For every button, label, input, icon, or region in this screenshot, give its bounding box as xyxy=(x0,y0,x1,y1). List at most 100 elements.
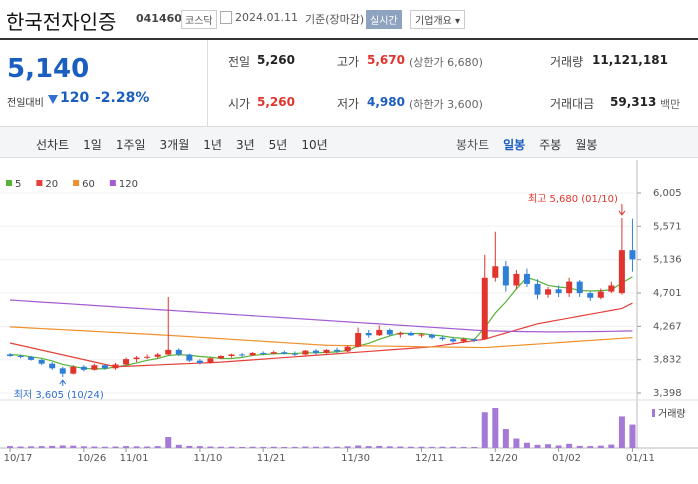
candle-body xyxy=(154,354,161,357)
tab[interactable]: 주봉 xyxy=(539,138,562,152)
candle-body xyxy=(186,354,193,361)
candle-body xyxy=(144,356,151,358)
volume-bar xyxy=(439,446,446,448)
tab[interactable]: 일봉 xyxy=(503,138,526,152)
info-value: 5,260 xyxy=(257,53,295,67)
candle-body xyxy=(312,350,319,353)
x-tick-label: 01/02 xyxy=(552,453,581,464)
volume-bar xyxy=(334,446,341,448)
tab-label: 선차트 xyxy=(36,138,70,152)
tab[interactable]: 1일 xyxy=(83,138,102,152)
y-tick-label: 5,571 xyxy=(653,221,682,232)
tab[interactable]: 1년 xyxy=(203,138,222,152)
volume-bar xyxy=(207,446,214,448)
volume-bar xyxy=(545,444,552,448)
volume-bar xyxy=(28,446,35,448)
tab[interactable]: 월봉 xyxy=(575,138,598,152)
candle-body xyxy=(302,350,309,355)
candle-body xyxy=(429,334,435,338)
down-arrow xyxy=(48,95,58,104)
company-button[interactable]: 기업개요 ▾ xyxy=(410,10,466,29)
info-label: 시가 xyxy=(228,97,251,111)
volume-bar xyxy=(91,446,98,448)
candle-body xyxy=(407,333,414,336)
y-tick-label: 3,832 xyxy=(653,355,682,366)
x-tick-label: 11/21 xyxy=(257,453,286,464)
tab[interactable]: 5년 xyxy=(268,138,288,152)
tab[interactable]: 3개월 xyxy=(159,138,190,152)
candle-body xyxy=(618,250,625,294)
volume-bar xyxy=(376,445,383,448)
volume-bar xyxy=(228,446,235,448)
legend-label: 20 xyxy=(45,179,58,190)
volume-bar xyxy=(196,446,203,448)
tab-bar: 선차트 1일 1주일 3개월 1년 3년 5년 10년 봉차트 일봉 주봉 월봉 xyxy=(0,126,698,158)
info-value: 5,670 xyxy=(367,53,405,67)
tab[interactable]: 1주일 xyxy=(115,138,146,152)
candle-tabs: 봉차트 일봉 주봉 월봉 xyxy=(456,134,611,153)
volume-bar xyxy=(312,446,319,448)
info-extra: (상한가 6,680) xyxy=(409,56,483,69)
volume-bar xyxy=(239,446,246,448)
candle-body xyxy=(460,339,467,342)
volume-bar xyxy=(291,446,298,448)
info-label: 거래대금 xyxy=(550,97,595,111)
info-label: 거래량 xyxy=(550,55,584,69)
volume-bar xyxy=(481,412,488,448)
x-tick-label: 10/17 xyxy=(4,453,33,464)
x-tick-label: 11/30 xyxy=(341,453,370,464)
tab[interactable]: 10년 xyxy=(301,138,328,152)
date: 2024.01.11 xyxy=(235,11,298,24)
divider xyxy=(207,40,208,126)
volume-bar xyxy=(344,446,351,448)
candle-body xyxy=(38,359,45,364)
legend-label: 거래량 xyxy=(658,408,686,420)
candle-body xyxy=(260,352,267,354)
candle-body xyxy=(471,339,478,341)
volume-bar xyxy=(629,424,636,448)
ma-line xyxy=(9,302,633,368)
volume-bar xyxy=(555,445,562,448)
legend-swatch xyxy=(36,180,43,186)
volume-bar xyxy=(49,445,56,448)
candle-body xyxy=(365,333,372,336)
candle-body xyxy=(28,356,35,360)
volume-bar xyxy=(218,446,224,448)
volume-bar xyxy=(407,446,414,448)
volume-bar xyxy=(112,446,119,448)
basis: 기준(장마감) xyxy=(305,13,365,26)
volume-bar xyxy=(492,408,499,448)
tab[interactable]: 3년 xyxy=(235,138,255,152)
line-tabs: 선차트 1일 1주일 3개월 1년 3년 5년 10년 xyxy=(36,134,342,153)
volume-bar xyxy=(534,444,541,448)
candle-body xyxy=(49,363,56,369)
candle-body xyxy=(513,273,520,286)
candle-body xyxy=(566,281,573,294)
volume-bar xyxy=(123,446,130,448)
ma-line xyxy=(9,326,633,349)
volume-bar xyxy=(101,446,108,448)
realtime-button[interactable]: 실시간 xyxy=(366,10,402,29)
y-tick-label: 5,136 xyxy=(653,255,682,266)
stock-name: 한국전자인증 xyxy=(6,10,117,34)
candle-body xyxy=(334,349,341,352)
info-value: 4,980 xyxy=(367,95,405,109)
info-label: 저가 xyxy=(337,97,360,111)
volume-bar xyxy=(175,444,182,448)
change-label: 전일대비 xyxy=(7,98,44,109)
candle-body xyxy=(376,329,383,336)
candle-body xyxy=(17,356,24,358)
x-tick-label: 11/10 xyxy=(193,453,222,464)
candle-body xyxy=(249,352,256,356)
x-tick-label: 01/11 xyxy=(626,453,655,464)
candle-body xyxy=(175,349,182,355)
info-extra: 백만 xyxy=(660,98,681,111)
candle-body xyxy=(239,354,246,356)
volume-bar xyxy=(523,442,530,448)
volume-bar xyxy=(80,446,87,448)
candle-body xyxy=(281,352,288,354)
legend-swatch xyxy=(109,180,116,186)
info-label: 고가 xyxy=(337,55,360,69)
divider xyxy=(0,38,698,40)
